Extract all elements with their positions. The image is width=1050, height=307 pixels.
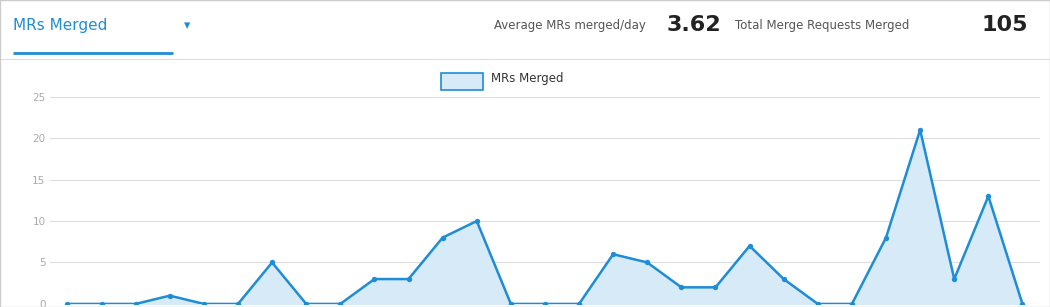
Text: MRs Merged: MRs Merged xyxy=(491,72,564,85)
Point xyxy=(264,260,280,265)
Point xyxy=(230,301,247,306)
Point xyxy=(332,301,349,306)
Point xyxy=(503,301,520,306)
Point xyxy=(946,277,963,282)
Point xyxy=(195,301,212,306)
Point xyxy=(400,277,417,282)
Text: ▾: ▾ xyxy=(184,19,190,32)
Point xyxy=(673,285,690,290)
Point xyxy=(911,127,928,132)
Point xyxy=(605,252,622,257)
Point xyxy=(127,301,144,306)
Point xyxy=(162,293,178,298)
Point xyxy=(707,285,723,290)
Point xyxy=(570,301,587,306)
Point xyxy=(638,260,655,265)
Point xyxy=(435,235,452,240)
Point xyxy=(366,277,383,282)
Point xyxy=(298,301,315,306)
Text: MRs Merged: MRs Merged xyxy=(13,17,107,33)
Point xyxy=(1014,301,1031,306)
Text: Total Merge Requests Merged: Total Merge Requests Merged xyxy=(735,19,909,32)
Point xyxy=(810,301,826,306)
Point xyxy=(537,301,553,306)
Text: Average MRs merged/day: Average MRs merged/day xyxy=(494,19,646,32)
Point xyxy=(59,301,76,306)
Point xyxy=(843,301,860,306)
Point xyxy=(93,301,110,306)
Point xyxy=(741,243,758,248)
Text: 3.62: 3.62 xyxy=(667,15,721,35)
Point xyxy=(775,277,792,282)
Point xyxy=(878,235,895,240)
Point xyxy=(980,194,996,199)
Text: 105: 105 xyxy=(982,15,1028,35)
Point xyxy=(468,219,485,223)
FancyBboxPatch shape xyxy=(441,73,483,90)
